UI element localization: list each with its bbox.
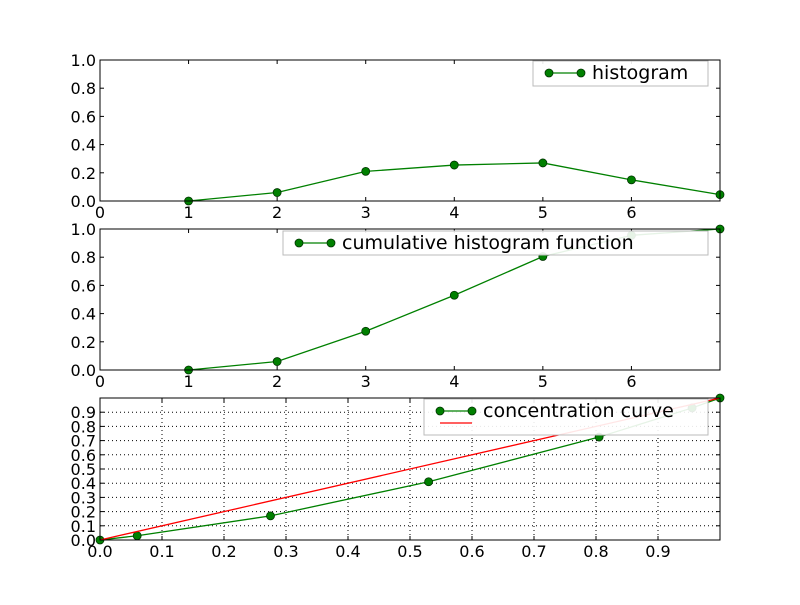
y-tick-label: 1.0 <box>71 51 96 70</box>
x-tick-label: 0.4 <box>335 542 360 561</box>
legend-marker <box>544 68 554 78</box>
y-tick-label: 0.0 <box>71 361 96 380</box>
chart-panel-1: 0 1 2 3 4 5 6 0.0 0.2 0.4 0.6 0.8 1.0 histogram <box>71 51 725 222</box>
axes-frame <box>99 59 721 202</box>
x-tick-label: 0.0 <box>87 542 112 561</box>
y-tick-label: 0.4 <box>71 474 96 493</box>
y-tick-label: 0.1 <box>71 517 96 536</box>
data-point <box>272 357 282 366</box>
x-tick-label: 0.8 <box>583 542 608 561</box>
data-point <box>361 326 371 336</box>
x-tick-label: 5 <box>538 203 548 222</box>
x-tick-label: 0.6 <box>459 542 484 561</box>
y-tick-label: 0.8 <box>71 248 96 267</box>
data-point <box>627 175 636 185</box>
chart-panel-2: 0 1 2 3 4 5 6 0.0 0.2 0.4 0.6 0.8 1.0 cumulative hist… <box>71 220 725 391</box>
data-point <box>449 160 459 170</box>
data-point <box>272 188 282 197</box>
y-tick-label: 0.4 <box>71 136 96 155</box>
x-tick-label: 3 <box>361 203 371 222</box>
y-tick-label: 0.6 <box>71 446 96 465</box>
x-tick-label: 0 <box>95 372 105 391</box>
x-tick-label: 0.5 <box>397 542 422 561</box>
x-tick-label: 0.9 <box>645 542 670 561</box>
y-tick-label: 0.9 <box>71 403 96 422</box>
x-tick-label: 1 <box>183 203 193 222</box>
x-tick-label: 3 <box>361 372 371 391</box>
data-point <box>266 511 275 521</box>
y-tick-label: 0.8 <box>71 79 96 98</box>
x-tick-label: 6 <box>626 372 636 391</box>
data-point <box>449 290 459 300</box>
x-tick-label: 0.3 <box>273 542 298 561</box>
legend-label: concentration curve <box>483 400 674 422</box>
legend-marker <box>576 68 586 78</box>
chart-panel-3: 0.0 0.1 0.2 0.3 0.4 0.5 0.6 0.7 0.8 0.90.00.10.20… <box>71 393 725 561</box>
x-tick-label: 2 <box>272 203 282 222</box>
y-tick-label: 0.0 <box>71 192 96 211</box>
legend-box <box>423 398 709 436</box>
y-tick-label: 0.0 <box>71 531 96 550</box>
x-tick-label: 2 <box>272 372 282 391</box>
y-tick-label: 0.2 <box>71 333 96 352</box>
legend-box <box>282 230 709 256</box>
x-tick-label: 1 <box>183 372 193 391</box>
y-tick-label: 0.6 <box>71 107 96 126</box>
x-tick-label: 6 <box>626 203 636 222</box>
legend-label: cumulative histogram function <box>342 232 634 254</box>
x-tick-label: 0.1 <box>149 542 174 561</box>
data-point <box>424 477 434 487</box>
data-point <box>132 531 142 541</box>
data-point <box>538 158 548 168</box>
y-tick-label: 0.2 <box>71 503 96 522</box>
y-tick-label: 0.2 <box>71 164 96 183</box>
axes-frame <box>99 228 721 371</box>
legend-label: histogram <box>592 62 688 84</box>
legend-marker <box>435 406 445 416</box>
legend-marker <box>467 406 477 416</box>
x-tick-label: 4 <box>449 372 459 391</box>
legend: histogram <box>532 60 709 87</box>
legend-marker <box>294 238 304 248</box>
legend: cumulative histogram function <box>282 230 709 256</box>
y-tick-label: 0.4 <box>71 305 96 324</box>
y-tick-label: 0.5 <box>71 460 96 479</box>
x-tick-label: 5 <box>538 372 548 391</box>
y-tick-label: 0.8 <box>71 417 96 436</box>
legend: concentration curve <box>423 398 709 436</box>
x-tick-label: 4 <box>449 203 459 222</box>
x-tick-label: 0.2 <box>211 542 236 561</box>
data-point <box>361 166 371 176</box>
legend-marker <box>326 238 336 248</box>
x-tick-label: 0.7 <box>521 542 546 561</box>
axes-frame <box>99 397 721 541</box>
y-tick-label: 0.7 <box>71 432 96 451</box>
y-tick-label: 0.3 <box>71 488 96 507</box>
y-tick-label: 0.6 <box>71 276 96 295</box>
x-tick-label: 0 <box>95 203 105 222</box>
y-tick-label: 1.0 <box>71 220 96 239</box>
